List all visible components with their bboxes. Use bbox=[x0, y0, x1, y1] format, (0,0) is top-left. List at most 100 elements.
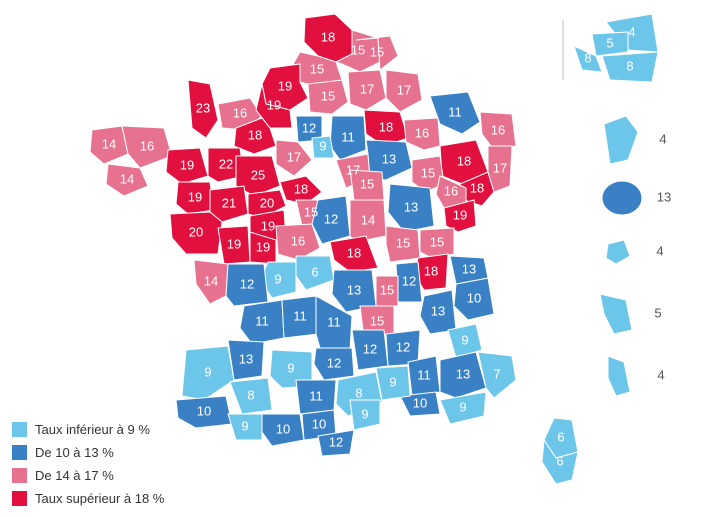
value-label: 18 bbox=[379, 119, 393, 134]
value-label: 13 bbox=[347, 282, 361, 297]
value-label: 12 bbox=[363, 341, 377, 356]
value-label: 4 bbox=[628, 24, 635, 39]
department bbox=[399, 391, 441, 417]
overseas-territories bbox=[599, 115, 643, 397]
department bbox=[385, 69, 423, 113]
department bbox=[477, 351, 517, 399]
value-label: 19 bbox=[180, 157, 194, 172]
value-label: 18 bbox=[424, 263, 438, 278]
value-label: 15 bbox=[370, 313, 384, 328]
value-label: 9 bbox=[459, 399, 466, 414]
overseas-territory bbox=[607, 355, 631, 397]
value-label: 20 bbox=[189, 224, 203, 239]
value-label: 14 bbox=[120, 171, 134, 186]
legend-swatch bbox=[12, 445, 27, 460]
inset-department bbox=[591, 31, 629, 57]
department bbox=[227, 413, 263, 441]
department bbox=[313, 347, 355, 381]
department bbox=[487, 145, 513, 193]
value-label: 19 bbox=[188, 189, 202, 204]
value-label: 13 bbox=[462, 261, 476, 276]
department bbox=[449, 255, 489, 285]
department bbox=[89, 125, 129, 165]
legend: Taux inférieur à 9 % De 10 à 13 % De 14 à … bbox=[12, 418, 212, 510]
value-label: 18 bbox=[347, 245, 361, 260]
value-label: 12 bbox=[402, 273, 416, 288]
department bbox=[275, 139, 313, 177]
department bbox=[311, 135, 335, 159]
value-label: 10 bbox=[413, 395, 427, 410]
value-label: 9 bbox=[389, 374, 396, 389]
legend-swatch bbox=[12, 468, 27, 483]
legend-label: De 14 à 17 % bbox=[35, 468, 114, 483]
value-label: 16 bbox=[140, 138, 154, 153]
value-label: 21 bbox=[222, 195, 236, 210]
department bbox=[439, 351, 487, 399]
department bbox=[187, 79, 219, 139]
department bbox=[443, 199, 477, 233]
value-label: 17 bbox=[397, 82, 411, 97]
legend-swatch bbox=[12, 491, 27, 506]
value-label: 12 bbox=[324, 211, 338, 226]
value-label: 8 bbox=[584, 50, 591, 65]
value-label: 13 bbox=[382, 151, 396, 166]
overseas-labels: 4 13 4 5 4 bbox=[654, 131, 671, 382]
value-label: 8 bbox=[247, 387, 254, 402]
overseas-territory bbox=[603, 115, 639, 165]
value-label: 14 bbox=[204, 273, 218, 288]
value-label: 6 bbox=[311, 264, 318, 279]
value-label: 15 bbox=[351, 42, 365, 57]
inset-department bbox=[601, 51, 659, 83]
legend-item: De 14 à 17 % bbox=[12, 464, 212, 487]
value-label: 10 bbox=[312, 416, 326, 431]
value-label: 14 bbox=[361, 212, 375, 227]
value-label: 15 bbox=[360, 176, 374, 191]
value-label: 20 bbox=[260, 195, 274, 210]
value-label: 22 bbox=[219, 156, 233, 171]
overseas-territory bbox=[599, 293, 633, 335]
value-label: 10 bbox=[276, 421, 290, 436]
department bbox=[317, 429, 355, 457]
value-label: 17 bbox=[346, 162, 360, 177]
value-label: 15 bbox=[310, 61, 324, 76]
department bbox=[411, 155, 445, 193]
value-label: 13 bbox=[239, 351, 253, 366]
legend-label: Taux inférieur à 9 % bbox=[35, 422, 150, 437]
value-label: 18 bbox=[321, 29, 335, 44]
value-label: 7 bbox=[493, 366, 500, 381]
value-label: 9 bbox=[274, 271, 281, 286]
value-label: 9 bbox=[204, 364, 211, 379]
value-label: 9 bbox=[287, 360, 294, 375]
department bbox=[347, 69, 387, 111]
value-label: 19 bbox=[267, 97, 281, 112]
legend-item: Taux supérieur à 18 % bbox=[12, 487, 212, 510]
value-label: 11 bbox=[341, 129, 355, 144]
value-label: 23 bbox=[196, 100, 210, 115]
value-label: 11 bbox=[327, 314, 341, 329]
legend-item: Taux inférieur à 9 % bbox=[12, 418, 212, 441]
value-label: 19 bbox=[256, 239, 270, 254]
value-label: 17 bbox=[360, 81, 374, 96]
value-label: 9 bbox=[461, 332, 468, 347]
paris-inset-labels: 458 8 bbox=[584, 24, 635, 73]
value-label: 19 bbox=[278, 78, 292, 93]
value-label: 18 bbox=[248, 127, 262, 142]
department bbox=[105, 163, 149, 197]
department bbox=[439, 391, 487, 425]
value-label: 13 bbox=[657, 189, 671, 204]
value-label: 13 bbox=[456, 366, 470, 381]
value-label: 11 bbox=[448, 104, 462, 119]
overseas-territory bbox=[605, 239, 631, 265]
value-label: 12 bbox=[329, 434, 343, 449]
value-label: 15 bbox=[421, 165, 435, 180]
department bbox=[355, 35, 399, 71]
value-label: 13 bbox=[404, 199, 418, 214]
value-label: 18 bbox=[470, 180, 484, 195]
value-label: 6 bbox=[557, 429, 564, 444]
value-label: 9 bbox=[241, 418, 248, 433]
department bbox=[295, 255, 335, 291]
value-label: 19 bbox=[261, 218, 275, 233]
value-label: 4 bbox=[659, 131, 666, 146]
